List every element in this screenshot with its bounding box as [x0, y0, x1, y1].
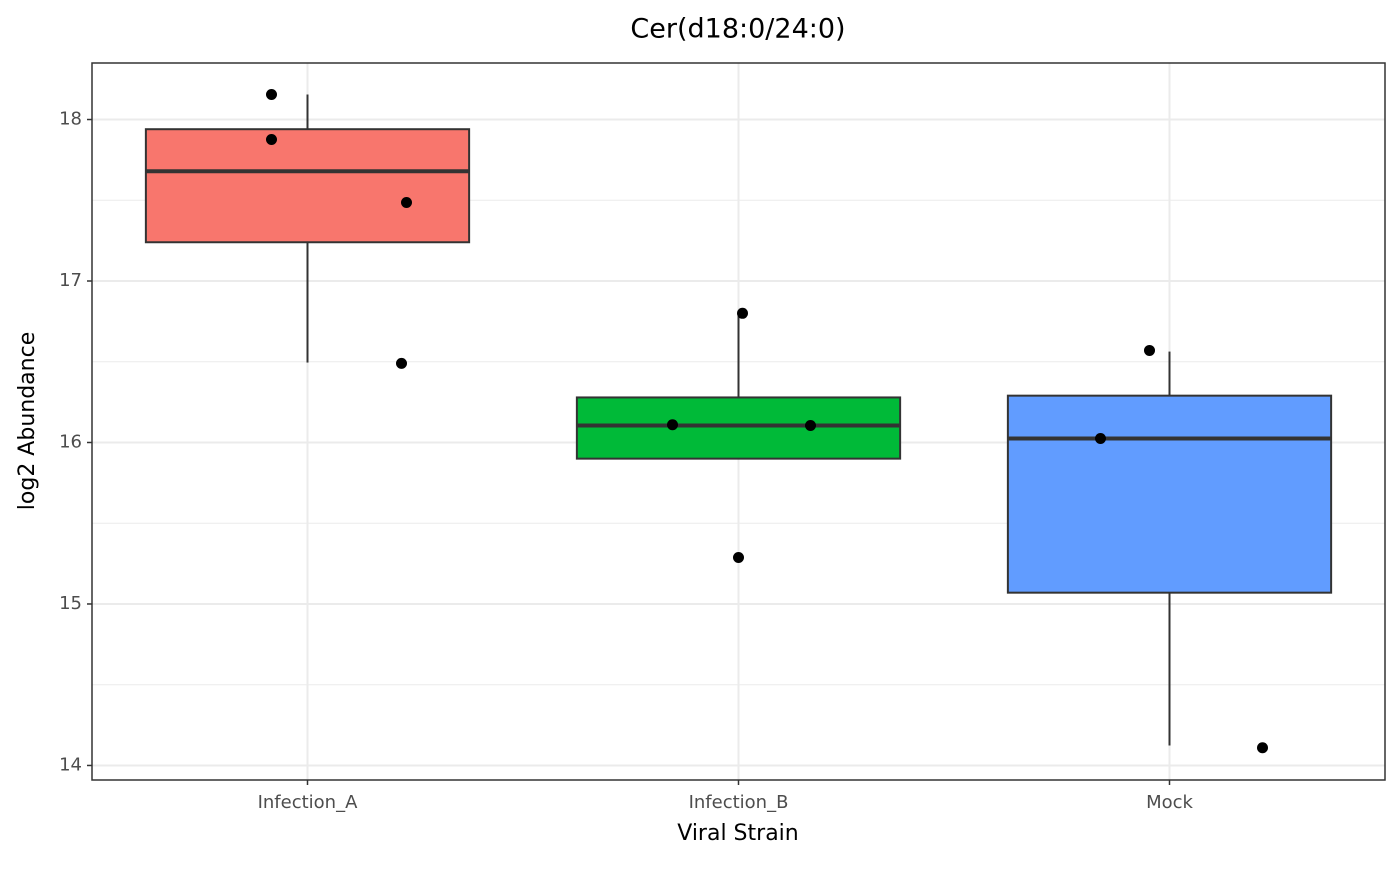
point — [737, 307, 748, 319]
point — [401, 197, 412, 209]
point — [396, 357, 407, 369]
x-tick-label: Mock — [1146, 792, 1193, 813]
point — [266, 134, 277, 146]
chart-title: Cer(d18:0/24:0) — [630, 14, 845, 45]
y-axis-label: log2 Abundance — [15, 332, 40, 510]
y-tick-label: 18 — [59, 109, 82, 130]
x-axis-label: Viral Strain — [677, 821, 798, 846]
box — [575, 396, 902, 460]
point — [667, 419, 678, 431]
plot-border — [91, 62, 1386, 781]
point — [1095, 432, 1106, 444]
x-tick-label: Infection_A — [258, 792, 359, 813]
box — [1006, 394, 1333, 594]
point — [805, 420, 816, 432]
y-tick-label: 16 — [59, 431, 82, 452]
x-tick-label: Infection_B — [689, 792, 789, 813]
box — [144, 128, 471, 244]
point — [1144, 344, 1155, 356]
point — [266, 88, 277, 100]
point — [733, 551, 744, 563]
point — [1257, 742, 1268, 754]
y-tick-label: 14 — [59, 754, 82, 775]
y-tick-label: 17 — [59, 270, 82, 291]
y-tick-label: 15 — [59, 593, 82, 614]
